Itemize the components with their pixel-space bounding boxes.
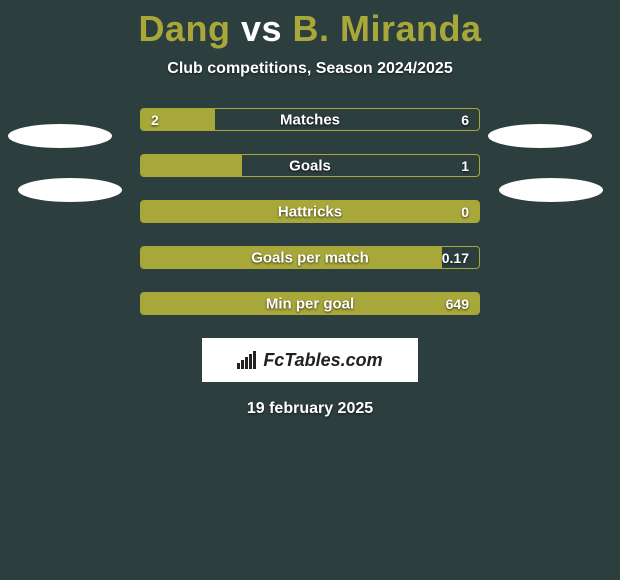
stat-row: Goals per match 0.17 [140, 246, 480, 269]
brand-name: FcTables.com [263, 350, 382, 371]
stat-value-right: 649 [446, 296, 469, 312]
stat-value-right: 1 [461, 158, 469, 174]
stat-label: Min per goal [266, 295, 354, 312]
stat-fill-left [141, 155, 242, 176]
date-text: 19 february 2025 [0, 400, 620, 418]
player2-name: B. Miranda [293, 8, 482, 49]
stat-label: Goals [289, 157, 331, 174]
player1-name: Dang [138, 8, 230, 49]
brand-logo: FcTables.com [202, 338, 418, 382]
bars-icon [237, 351, 259, 369]
decor-ellipse [18, 178, 122, 202]
decor-ellipse [499, 178, 603, 202]
stat-label: Hattricks [278, 203, 342, 220]
stat-row: Hattricks 0 [140, 200, 480, 223]
stat-row: Min per goal 649 [140, 292, 480, 315]
decor-ellipse [8, 124, 112, 148]
stat-row: Goals 1 [140, 154, 480, 177]
stat-label: Goals per match [251, 249, 369, 266]
stat-value-right: 0.17 [442, 250, 469, 266]
vs-text: vs [241, 8, 282, 49]
stat-label: Matches [280, 111, 340, 128]
stat-value-left: 2 [151, 112, 159, 128]
subtitle: Club competitions, Season 2024/2025 [0, 60, 620, 78]
decor-ellipse [488, 124, 592, 148]
comparison-title: Dang vs B. Miranda [0, 0, 620, 50]
stat-row: 2 Matches 6 [140, 108, 480, 131]
stat-value-right: 0 [461, 204, 469, 220]
stat-value-right: 6 [461, 112, 469, 128]
